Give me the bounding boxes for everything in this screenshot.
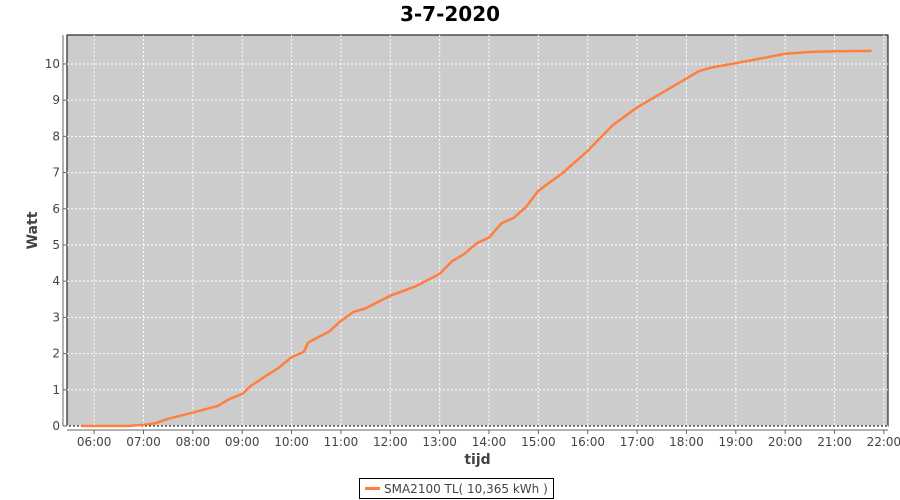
legend-swatch: [365, 487, 380, 490]
y-tick-label: 0: [52, 419, 60, 433]
x-tick-label: 12:00: [373, 435, 408, 449]
x-tick-label: 15:00: [521, 435, 556, 449]
x-tick-label: 07:00: [126, 435, 161, 449]
x-tick-label: 18:00: [669, 435, 704, 449]
y-tick-label: 5: [52, 238, 60, 252]
legend: SMA2100 TL( 10,365 kWh ): [359, 478, 554, 499]
x-axis-label: tijd: [464, 452, 490, 468]
x-tick-label: 14:00: [472, 435, 507, 449]
x-tick-label: 08:00: [176, 435, 211, 449]
x-tick-label: 16:00: [570, 435, 605, 449]
y-tick-label: 9: [52, 93, 60, 107]
plot-area: [66, 34, 889, 427]
x-tick-label: 19:00: [719, 435, 754, 449]
y-tick-label: 3: [52, 310, 60, 324]
y-axis-label: Watt: [25, 211, 41, 249]
x-tick-label: 22:00: [867, 435, 900, 449]
x-tick-label: 09:00: [225, 435, 260, 449]
x-tick-label: 10:00: [274, 435, 309, 449]
y-tick-label: 1: [52, 383, 60, 397]
x-tick-label: 17:00: [620, 435, 655, 449]
series-line: [81, 49, 872, 428]
y-tick-label: 6: [52, 202, 60, 216]
y-tick-label: 10: [45, 57, 60, 71]
x-tick-label: 20:00: [768, 435, 803, 449]
x-tick-label: 11:00: [324, 435, 359, 449]
y-tick-label: 8: [52, 129, 60, 143]
x-tick-label: 06:00: [77, 435, 112, 449]
x-tick-label: 21:00: [817, 435, 852, 449]
y-tick-label: 2: [52, 347, 60, 361]
y-tick-label: 7: [52, 166, 60, 180]
y-tick-label: 4: [52, 274, 60, 288]
legend-label: SMA2100 TL( 10,365 kWh ): [384, 481, 548, 496]
chart-title: 3-7-2020: [399, 2, 501, 26]
x-tick-label: 13:00: [422, 435, 457, 449]
